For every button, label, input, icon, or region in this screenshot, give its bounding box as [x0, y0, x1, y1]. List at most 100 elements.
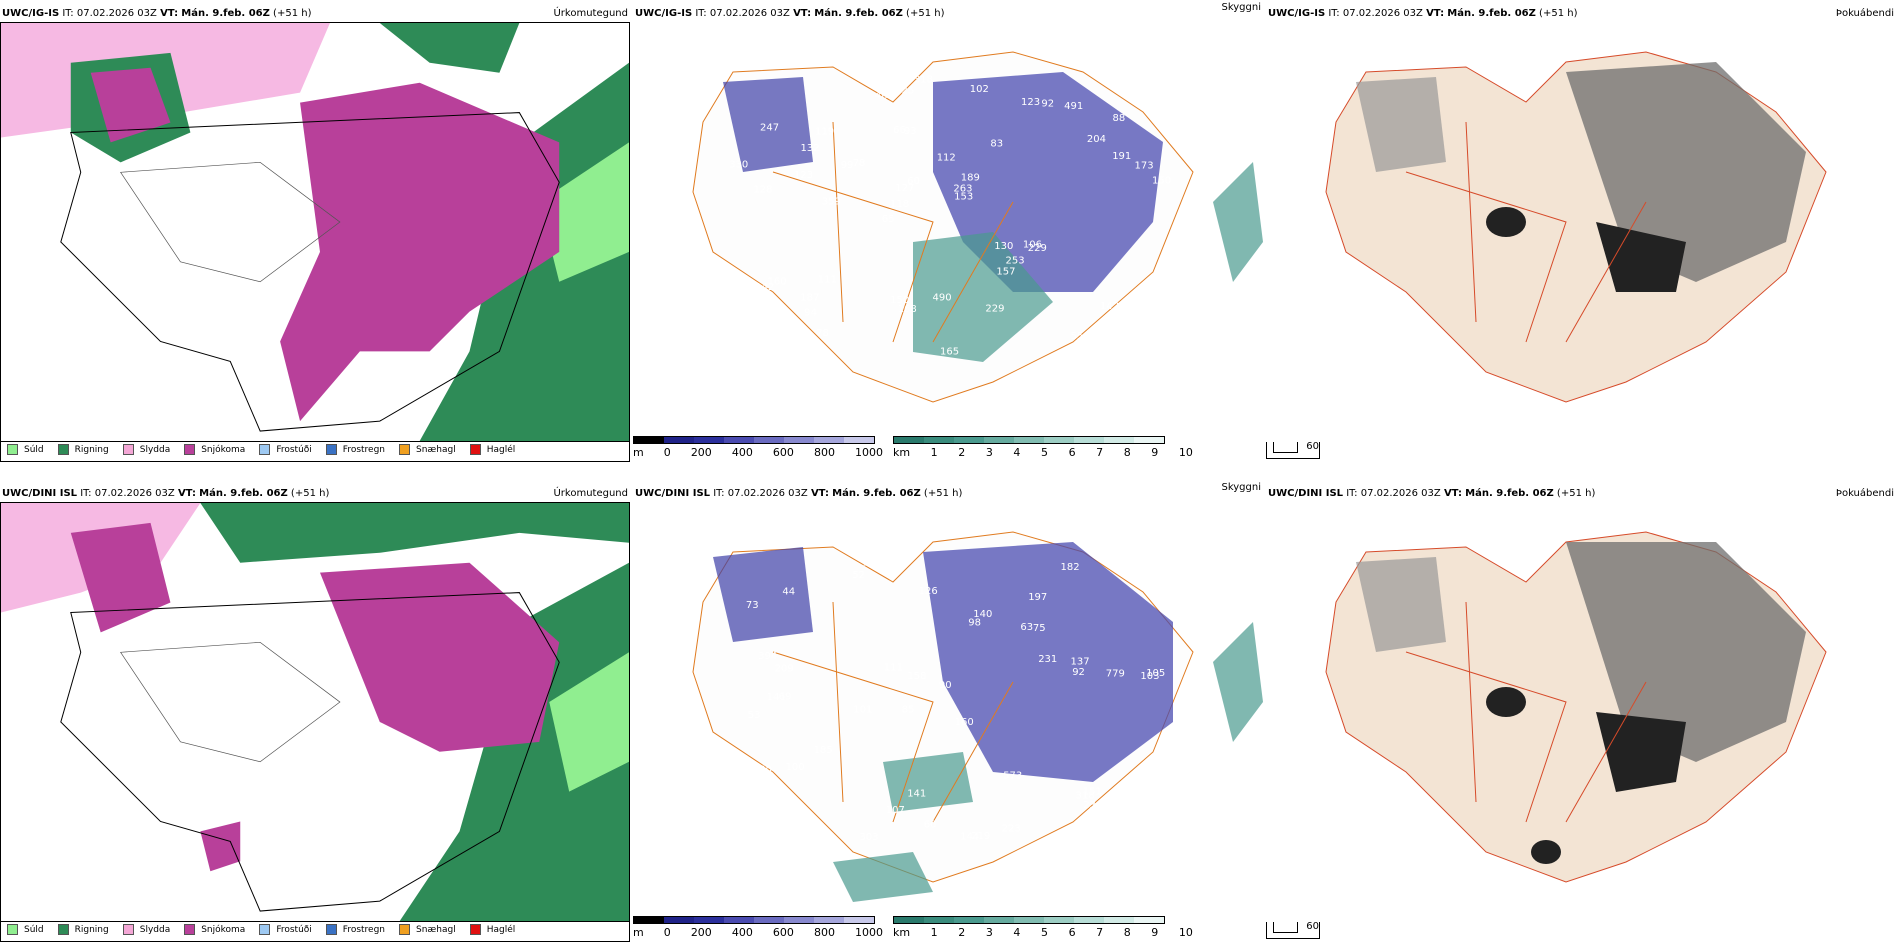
visibility-colorbar: km 1 2 3 4 5 6 7 8 9 10 — [893, 916, 1193, 939]
legend-label: Frostregn — [342, 924, 386, 935]
fog-max-label: 60 — [1306, 920, 1319, 932]
cloud-base-label: 185 — [814, 745, 833, 756]
it-value: 07.02.2026 03Z — [76, 8, 157, 19]
vt-label: VT: — [177, 488, 196, 499]
cloud-base-label: 140 — [973, 609, 992, 620]
precip-panel-row2: UWC/DINI ISL IT: 07.02.2026 03Z VT: Mán.… — [0, 480, 630, 945]
tick-label: 2 — [958, 926, 966, 939]
vt-value: Mán. 9.feb. 06Z — [814, 8, 903, 19]
it-label: IT: — [713, 488, 725, 499]
legend-item: Snjókoma — [184, 924, 245, 935]
cloud-base-label: 53 — [748, 710, 761, 721]
tick-label: 200 — [690, 926, 712, 939]
legend-swatch — [184, 444, 196, 455]
tick-label: 600 — [772, 926, 794, 939]
cloud-base-label: 92 — [736, 319, 749, 330]
cloud-base-label: 359 — [822, 197, 841, 208]
cloud-base-label: 779 — [1106, 669, 1125, 680]
cloud-base-label: 101 — [853, 704, 872, 715]
cloud-base-label: 123 — [794, 170, 813, 181]
cloud-base-label: 229 — [985, 304, 1004, 315]
model-name: UWC/DINI ISL — [2, 488, 78, 499]
cloud-base-label: 23 — [1083, 800, 1096, 811]
tick-label: 5 — [1040, 446, 1048, 459]
cloud-base-label: 229 — [1028, 243, 1047, 254]
cloud-base-label: 155 — [1105, 332, 1124, 343]
precip-map[interactable] — [0, 22, 630, 442]
cloud-base-label: 75 — [1033, 623, 1046, 634]
cloud-base-label: 112 — [937, 153, 956, 164]
vt-label: VT: — [793, 8, 812, 19]
cloud-base-label: 130 — [994, 241, 1013, 252]
forecast-offset: (+51 h) — [290, 488, 330, 499]
cloud-visibility-map[interactable]: 155 128 88 65 83 81 66 112 160 78 92 94 93 189 229 247 3… — [633, 22, 1263, 442]
tick-label: 0 — [663, 446, 671, 459]
legend-label: Súld — [24, 444, 44, 455]
cloud-base-label: 191 — [1112, 151, 1131, 162]
cloud-base-label: 168 — [898, 304, 917, 315]
cloud-base-label: 98 — [968, 617, 981, 628]
cloud-base-label: 231 — [1038, 654, 1057, 665]
precip-panel-row1: UWC/IG-IS IT: 07.02.2026 03Z VT: Mán. 9.… — [0, 0, 630, 465]
cloud-base-label: 141 — [767, 692, 786, 703]
it-value: 07.02.2026 03Z — [1342, 8, 1423, 19]
visibility-ticks: km 1 2 3 4 5 6 7 8 9 10 — [893, 446, 1193, 459]
model-name: UWC/IG-IS — [635, 8, 693, 19]
cloud-base-label: 119 — [815, 126, 834, 137]
vt-value: Mán. 9.feb. 06Z — [1447, 8, 1536, 19]
cloud-base-label: 139 — [863, 558, 882, 569]
cloud-base-label: 81 — [775, 336, 788, 347]
cloud-base-label: 123 — [1021, 97, 1040, 108]
vt-label: VT: — [1443, 488, 1462, 499]
tick-label: 1000 — [855, 446, 883, 459]
legend-swatch — [469, 444, 481, 455]
cloud-base-label: 189 — [961, 173, 980, 184]
tick-label: 400 — [731, 926, 753, 939]
model-name: UWC/DINI ISL — [1268, 488, 1344, 499]
model-name: UWC/DINI ISL — [635, 488, 711, 499]
cloud-base-label: 151 — [1083, 787, 1102, 798]
cloud-base-label: 108 — [737, 346, 756, 357]
vt-label: VT: — [1426, 8, 1445, 19]
cloud-base-label: 46 — [875, 91, 888, 102]
cloud-base-label: 139 — [772, 340, 791, 351]
legend-swatch — [7, 444, 18, 455]
cloud-base-label: 209 — [775, 663, 794, 674]
tick-label: 7 — [1096, 926, 1104, 939]
cloud-base-label: 673 — [1142, 103, 1161, 114]
cloud-visibility-map[interactable]: 139 197 103 85 160 69 73 63 53 98 90 95 52 101 144 219 1… — [633, 502, 1263, 922]
tick-label: 9 — [1151, 926, 1159, 939]
cloud-base-label: 330 — [729, 160, 748, 171]
cloud-base-label: 105 — [1146, 668, 1165, 679]
fog-map[interactable] — [1266, 502, 1896, 922]
legend-label: Frostúði — [276, 444, 312, 455]
legend-item: Rigning — [57, 924, 109, 935]
tick-label: 400 — [731, 446, 753, 459]
cloud-base-label: 491 — [1064, 101, 1083, 112]
forecast-offset: (+51 h) — [906, 8, 945, 19]
panel-header: UWC/DINI ISL IT: 07.02.2026 03Z VT: Mán.… — [635, 488, 962, 499]
cloud-base-colorbar: m 0 200 400 600 800 1000 — [633, 916, 883, 939]
cloud-base-label: 90 — [939, 680, 952, 691]
cloud-base-label: 106 — [1023, 239, 1042, 250]
fog-map[interactable] — [1266, 22, 1896, 442]
forecast-offset: (+51 h) — [273, 8, 312, 19]
unit-label: m — [633, 446, 644, 459]
tick-label: 10 — [1178, 926, 1193, 939]
legend-item: Frostúði — [259, 444, 312, 455]
cloud-base-label: 157 — [996, 266, 1015, 277]
tick-label: 6 — [1068, 446, 1076, 459]
tick-label: 8 — [1123, 926, 1131, 939]
tick-label: 2 — [958, 446, 966, 459]
cloud-base-label: 126 — [919, 586, 938, 597]
legend-item: Snæhagl — [399, 444, 456, 455]
cloud-base-label: 173 — [1135, 161, 1154, 172]
cloud-base-label: 103 — [1140, 671, 1159, 682]
precip-map[interactable] — [0, 502, 630, 922]
legend-swatch — [469, 924, 481, 935]
panel-header: UWC/DINI ISL IT: 07.02.2026 03Z VT: Mán.… — [1268, 488, 1595, 499]
legend-item: Súld — [7, 924, 44, 935]
cloud-base-label: 394 — [758, 651, 777, 662]
tick-label: 9 — [1151, 446, 1159, 459]
cloud-base-label: 78 — [853, 158, 866, 169]
